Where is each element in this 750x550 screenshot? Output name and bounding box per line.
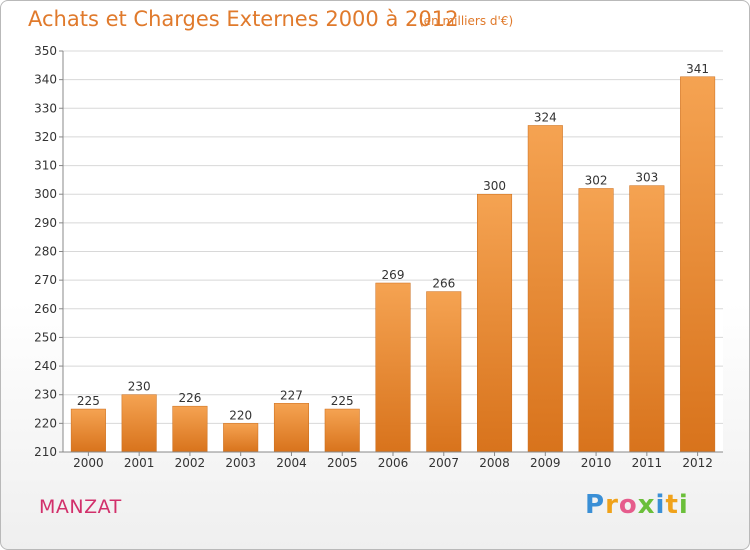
bar [172, 405, 208, 453]
logo-letter: x [637, 490, 656, 520]
data-label: 220 [229, 408, 252, 422]
y-tick-label: 300 [34, 187, 57, 201]
data-label: 225 [331, 394, 354, 408]
y-tick-label: 210 [34, 445, 57, 459]
bar [680, 76, 716, 453]
y-tick-label: 270 [34, 273, 57, 287]
proxiti-logo: Proxiti [585, 490, 689, 520]
x-tick-label: 2009 [530, 456, 561, 470]
x-tick-label: 2005 [327, 456, 358, 470]
bar [527, 125, 563, 453]
data-label: 266 [432, 277, 455, 291]
logo-letter: t [665, 490, 679, 520]
x-tick-label: 2001 [124, 456, 155, 470]
data-label: 226 [178, 391, 201, 405]
data-label: 300 [483, 179, 506, 193]
chart-title: Achats et Charges Externes 2000 à 2012 [28, 7, 459, 31]
city-name: MANZAT [39, 496, 122, 518]
data-label: 269 [382, 268, 405, 282]
bar [426, 291, 462, 453]
data-label: 302 [585, 173, 608, 187]
data-label: 324 [534, 110, 557, 124]
bar [273, 403, 309, 453]
data-label: 341 [686, 62, 709, 76]
y-tick-label: 230 [34, 388, 57, 402]
y-tick-label: 290 [34, 216, 57, 230]
x-tick-label: 2008 [479, 456, 510, 470]
y-tick-label: 240 [34, 359, 57, 373]
logo-letter: i [678, 490, 689, 520]
data-label: 303 [635, 171, 658, 185]
bar [578, 188, 614, 453]
chart-subtitle: (en milliers d'€) [419, 14, 514, 28]
data-label: 230 [128, 380, 151, 394]
bar [324, 408, 360, 453]
logo-letter: i [655, 490, 666, 520]
x-tick-label: 2012 [682, 456, 713, 470]
x-tick-label: 2006 [378, 456, 409, 470]
y-tick-label: 340 [34, 73, 57, 87]
bar [223, 423, 259, 453]
y-tick-label: 250 [34, 330, 57, 344]
x-tick-label: 2007 [428, 456, 459, 470]
y-tick-label: 330 [34, 101, 57, 115]
x-tick-label: 2004 [276, 456, 307, 470]
logo-letter: r [605, 490, 619, 520]
bar [121, 394, 157, 453]
y-tick-label: 350 [34, 44, 57, 58]
bar [629, 185, 665, 453]
bar [70, 408, 106, 453]
x-tick-label: 2010 [581, 456, 612, 470]
logo-letter: P [585, 490, 606, 520]
y-tick-label: 320 [34, 130, 57, 144]
y-tick-label: 280 [34, 245, 57, 259]
data-label: 225 [77, 394, 100, 408]
x-tick-label: 2003 [225, 456, 256, 470]
x-tick-label: 2011 [632, 456, 663, 470]
logo-letter: o [618, 490, 638, 520]
y-tick-label: 220 [34, 416, 57, 430]
y-tick-label: 260 [34, 302, 57, 316]
bar [375, 282, 411, 453]
y-tick-label: 310 [34, 159, 57, 173]
bar [477, 193, 513, 453]
x-tick-label: 2000 [73, 456, 104, 470]
x-tick-label: 2002 [175, 456, 206, 470]
data-label: 227 [280, 388, 303, 402]
